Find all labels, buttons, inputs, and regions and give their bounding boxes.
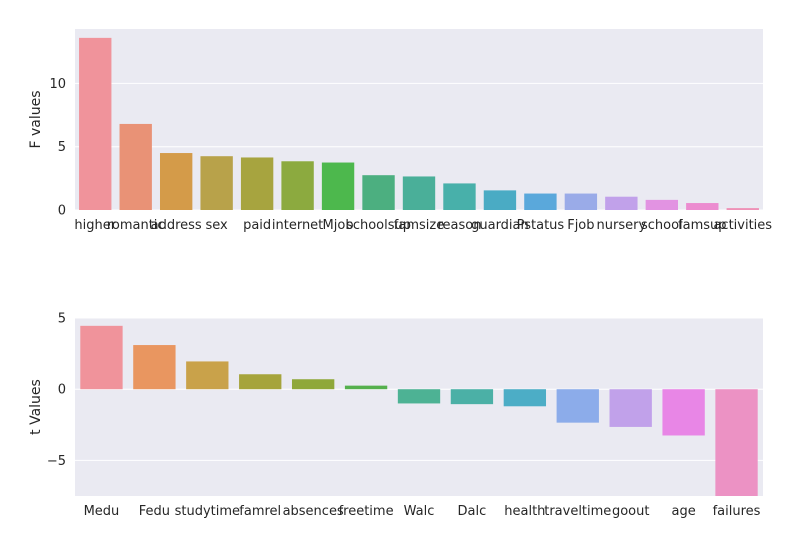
x-tick-label: guardian (471, 218, 529, 233)
x-tick-label: goout (612, 504, 650, 519)
x-tick-label: famsize (394, 218, 444, 233)
bar-Medu (80, 325, 123, 390)
x-tick-label: school (641, 218, 683, 233)
bar-paid (240, 157, 274, 210)
bar-Dalc (450, 389, 494, 405)
x-tick-label: romantic (107, 218, 165, 233)
bar-higher (79, 37, 112, 210)
bar-Pstatus (524, 193, 557, 210)
x-tick-label: internet (272, 218, 323, 233)
x-tick-label: studytime (175, 504, 240, 519)
x-tick-label: address (151, 218, 202, 233)
bar-Fjob (564, 193, 598, 210)
x-tick-label: age (672, 504, 696, 519)
y-tick-label: 0 (58, 204, 66, 219)
x-tick-label: absences (283, 504, 344, 519)
bar-nursery (605, 196, 638, 210)
x-tick-label: health (504, 504, 545, 519)
plot-area (75, 318, 763, 496)
bar-failures (715, 389, 758, 496)
bar-school (645, 199, 679, 210)
bar-guardian (483, 190, 517, 210)
bar-reason (443, 183, 476, 210)
x-tick-label: paid (243, 218, 271, 233)
x-tick-label: Pstatus (517, 218, 565, 233)
bar-famrel (239, 374, 282, 390)
x-tick-label: famrel (239, 504, 281, 519)
t-values-chart: −5 0 5 Medu Fedu studytime famrel absencesfreet… (28, 312, 763, 519)
bar-traveltime (556, 389, 599, 423)
x-tick-label: Fjob (567, 218, 594, 233)
x-tick-label: nursery (597, 218, 647, 233)
x-tick-label: traveltime (544, 504, 611, 519)
bar-address (159, 153, 193, 210)
x-tick-label: higher (74, 218, 116, 233)
x-tick-label: Medu (84, 504, 120, 519)
x-tick-label: Fedu (139, 504, 170, 519)
bar-age (662, 389, 705, 436)
bar-absences (291, 379, 335, 390)
x-tick-label: Mjob (323, 218, 354, 233)
x-tick-label: schoolsup (346, 218, 411, 233)
bar-schoolsup (362, 175, 395, 210)
y-tick-label: 0 (58, 383, 66, 398)
y-tick-label: −5 (47, 454, 66, 469)
bar-freetime (344, 385, 388, 390)
bar-activities (726, 208, 759, 210)
bar-studytime (186, 361, 229, 390)
x-tick-label: Walc (404, 504, 435, 519)
x-tick-label: sex (206, 218, 229, 233)
bar-romantic (119, 123, 152, 210)
x-tick-label: Dalc (458, 504, 487, 519)
bar-goout (609, 389, 652, 427)
bar-Fedu (133, 345, 176, 390)
y-axis-label: t Values (28, 379, 44, 435)
bar-Mjob (321, 162, 355, 210)
bar-sex (200, 156, 233, 210)
bar-health (503, 389, 547, 407)
x-tick-label: failures (713, 504, 761, 519)
bar-famsize (402, 176, 436, 210)
bar-Walc (397, 389, 441, 404)
y-tick-label: 10 (49, 77, 66, 92)
bar-internet (281, 161, 314, 210)
y-tick-label: 5 (58, 312, 66, 327)
y-tick-label: 5 (58, 140, 66, 155)
x-tick-label: famsup (678, 218, 726, 233)
x-tick-label: reason (437, 218, 481, 233)
x-tick-label: freetime (339, 504, 394, 519)
y-axis-label: F values (28, 90, 44, 148)
x-tick-label: activities (713, 218, 772, 233)
bar-famsup (686, 203, 719, 210)
